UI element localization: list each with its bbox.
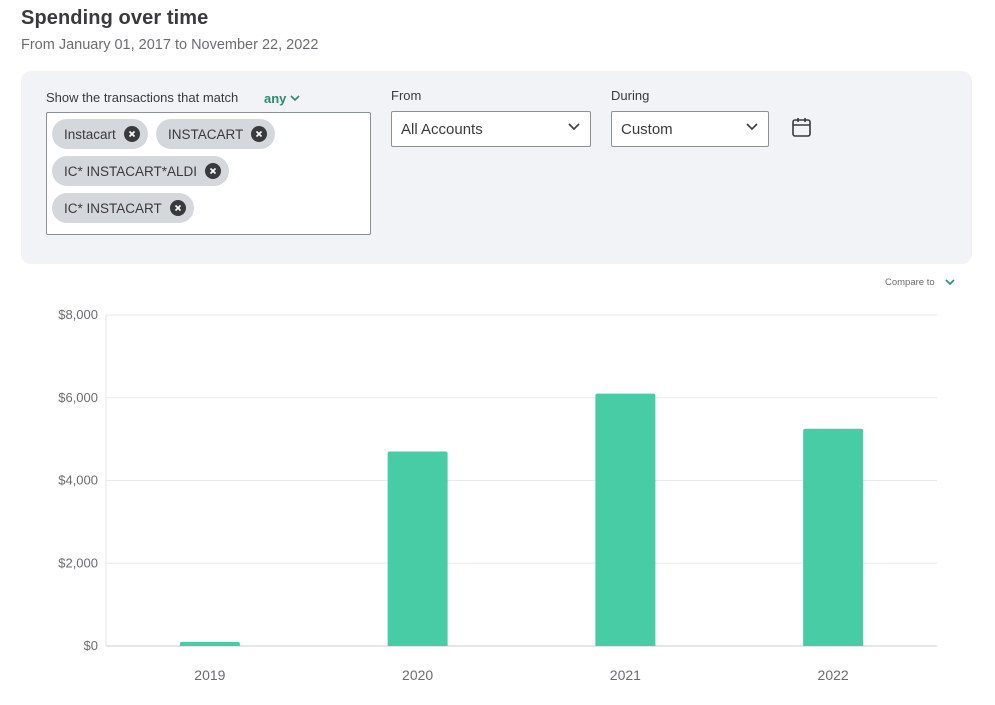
filter-chip: IC* INSTACART	[52, 193, 194, 223]
y-tick-label: $0	[84, 638, 98, 653]
close-icon[interactable]	[123, 126, 140, 142]
match-mode-dropdown[interactable]: any	[264, 91, 300, 106]
from-label: From	[391, 88, 422, 103]
match-mode-value: any	[264, 91, 287, 106]
account-dropdown[interactable]: All Accounts	[391, 111, 591, 147]
compare-to-label: Compare to	[885, 277, 935, 288]
close-icon[interactable]	[251, 126, 268, 142]
y-tick-label: $6,000	[58, 390, 98, 405]
period-dropdown-value: Custom	[621, 120, 673, 138]
calendar-icon[interactable]	[790, 115, 814, 139]
chevron-down-icon	[568, 123, 580, 131]
during-label: During	[611, 88, 650, 103]
filter-chip-label: Instacart	[64, 126, 116, 142]
spending-bar-chart: $0 $2,000 $4,000 $6,000 $8,000 2019 2020 2021 20…	[58, 307, 937, 683]
filter-chip: Instacart	[52, 119, 148, 149]
x-tick-label: 2021	[610, 667, 641, 683]
period-dropdown[interactable]: Custom	[611, 111, 769, 147]
payee-filter-box[interactable]: Instacart INSTACART IC* INSTACART*ALDI I…	[46, 112, 371, 235]
chevron-down-icon	[746, 123, 758, 131]
y-tick-label: $4,000	[58, 473, 98, 488]
y-tick-label: $8,000	[58, 307, 98, 322]
close-icon[interactable]	[205, 163, 222, 179]
filter-chip-label: IC* INSTACART	[64, 200, 162, 216]
bar	[803, 428, 864, 646]
x-tick-label: 2019	[194, 667, 225, 683]
date-range-subtitle: From January 01, 2017 to November 22, 20…	[21, 37, 319, 53]
x-tick-label: 2022	[818, 667, 849, 683]
account-dropdown-value: All Accounts	[401, 120, 483, 138]
page-title: Spending over time	[21, 7, 209, 29]
bar	[387, 451, 448, 646]
x-tick-label: 2020	[402, 667, 433, 683]
filter-chip: INSTACART	[156, 119, 276, 149]
chevron-down-icon	[945, 279, 955, 286]
bar	[179, 641, 240, 646]
compare-to-dropdown[interactable]: Compare to	[885, 277, 955, 288]
close-icon[interactable]	[169, 200, 186, 216]
chevron-down-icon	[290, 95, 300, 102]
filter-chip-label: IC* INSTACART*ALDI	[64, 163, 198, 179]
y-tick-label: $2,000	[58, 555, 98, 570]
match-label: Show the transactions that match	[46, 90, 239, 105]
filter-chip: IC* INSTACART*ALDI	[52, 156, 230, 186]
filter-chip-label: INSTACART	[168, 126, 244, 142]
bar	[595, 393, 656, 646]
